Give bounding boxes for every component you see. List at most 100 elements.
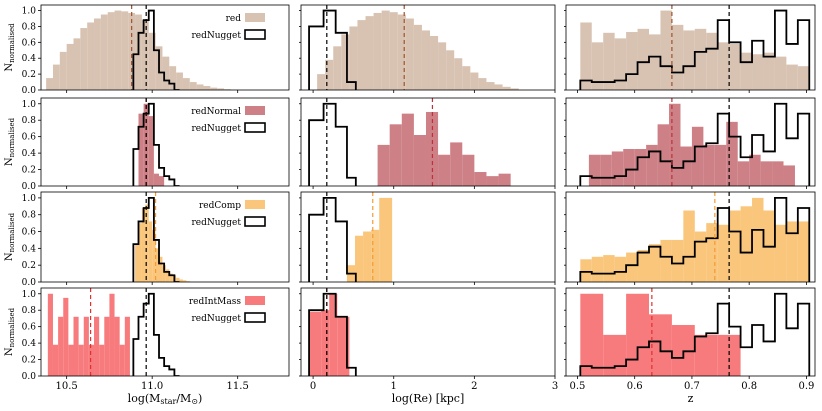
- bar-red: [671, 24, 684, 90]
- panel-redComp-mass: 0.0 0.2 0.4 0.6 0.8 1.0 redComp redNugget: [22, 191, 290, 288]
- step-redNugget: [132, 196, 180, 282]
- bar-red: [73, 38, 81, 90]
- step-redNugget: [308, 292, 357, 376]
- ylabel: Nnormalised: [4, 117, 16, 166]
- bar-redNormal: [623, 148, 635, 186]
- bar-red: [203, 86, 211, 90]
- bar-red: [478, 78, 487, 90]
- bar-redNormal: [138, 113, 144, 186]
- bar-red: [580, 22, 592, 90]
- bar-redNormal: [680, 146, 692, 186]
- bar-red: [94, 18, 101, 90]
- bar-redComp: [671, 239, 684, 282]
- ytick-label: 1.0: [22, 100, 37, 110]
- bar-redNormal: [772, 161, 784, 186]
- bar-redComp: [169, 273, 173, 282]
- ytick-label: 0.0: [22, 86, 37, 96]
- xtick-label: 0.6: [627, 381, 643, 392]
- bar-redComp: [152, 229, 156, 282]
- plot-area: [132, 192, 190, 282]
- bar-redNormal: [450, 142, 463, 186]
- bar-red: [614, 38, 627, 90]
- step-redNugget: [308, 9, 357, 90]
- legend-swatch-redNugget: [244, 29, 266, 40]
- bar-red: [470, 72, 479, 90]
- panel-redNormal-mass: 0.0 0.2 0.4 0.6 0.8 1.0 redNormal redNugget: [22, 97, 290, 192]
- legend-label-redNugget: redNugget: [191, 31, 241, 41]
- panel-redIntMass-re: 0 1 2 3: [299, 287, 558, 392]
- bar-red: [717, 42, 730, 90]
- xtick-label: 11.0: [141, 381, 163, 392]
- bar-red: [454, 58, 463, 90]
- bar-redComp: [740, 206, 753, 282]
- bar-redNormal: [611, 151, 624, 186]
- ytick-label: 0.0: [22, 372, 37, 382]
- panel-redComp-z: [564, 191, 816, 285]
- bar-red: [100, 14, 108, 90]
- bar-redIntMass: [321, 310, 330, 376]
- bar-redNormal: [749, 154, 761, 186]
- ytick-label: 0.2: [22, 166, 36, 176]
- xtick-label: 3: [552, 381, 558, 392]
- bar-redComp: [165, 269, 170, 282]
- bar-red: [333, 46, 342, 90]
- bar-redComp: [148, 221, 153, 282]
- step-redNugget: [308, 102, 357, 186]
- xlabel-z: z: [688, 392, 694, 405]
- panel-redNormal-re: [299, 97, 556, 189]
- bar-red: [217, 88, 225, 90]
- bar-red: [510, 88, 519, 90]
- panel-frame: [40, 4, 290, 91]
- bar-redComp: [729, 210, 741, 282]
- step-redNugget: [132, 292, 180, 376]
- ytick-label: 0.4: [22, 339, 37, 349]
- bar-redIntMass: [52, 344, 59, 376]
- ytick-label: 0.4: [22, 54, 37, 64]
- bar-redComp: [626, 252, 638, 282]
- ylabel: Nnormalised: [4, 23, 16, 72]
- bar-red: [87, 22, 95, 90]
- bar-redIntMass: [47, 293, 53, 376]
- bar-red: [637, 28, 649, 90]
- bar-redNormal: [401, 113, 414, 186]
- bar-redIntMass: [124, 316, 130, 376]
- bar-redNormal: [377, 144, 390, 186]
- panel-redComp-re: [299, 191, 556, 285]
- legend-label-redComp: redComp: [199, 201, 241, 211]
- bar-redComp: [355, 235, 364, 282]
- bar-redIntMass: [99, 344, 105, 376]
- legend-label-redNugget: redNugget: [191, 314, 241, 324]
- ytick-label: 0.8: [22, 211, 37, 221]
- bar-redIntMass: [104, 316, 110, 376]
- legend-swatch-redComp: [245, 200, 265, 209]
- bar-red: [683, 30, 695, 90]
- plot-area: [308, 192, 393, 282]
- ytick-label: 0.4: [22, 149, 37, 159]
- bar-red: [729, 43, 741, 90]
- bar-red: [502, 86, 511, 90]
- bar-red: [107, 12, 115, 90]
- panel-frame: [565, 97, 816, 187]
- bar-red: [694, 28, 707, 90]
- bar-red: [462, 66, 471, 90]
- bar-red: [763, 52, 775, 90]
- ytick-label: 1.0: [22, 7, 37, 17]
- step-redNugget: [132, 9, 180, 90]
- legend-label-redNugget: redNugget: [191, 218, 241, 228]
- bar-red: [740, 52, 753, 90]
- bar-red: [162, 56, 170, 90]
- bar-red: [413, 24, 422, 90]
- bar-redIntMass: [88, 344, 95, 376]
- panel-frame: [40, 97, 290, 187]
- xlabel-re: log(Re) [kpc]: [392, 392, 465, 405]
- step-redNugget: [308, 196, 357, 282]
- xtick-label: 10.5: [56, 381, 78, 392]
- plot-area: [308, 288, 357, 376]
- bar-red: [121, 11, 129, 90]
- ytick-label: 0.6: [22, 323, 37, 333]
- bar-redNormal: [657, 124, 670, 186]
- bar-redComp: [379, 197, 393, 282]
- bar-red: [774, 56, 787, 90]
- bar-red: [357, 20, 366, 90]
